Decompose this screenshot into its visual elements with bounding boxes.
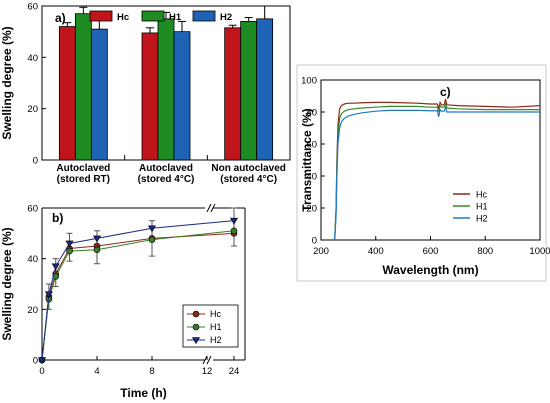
y-tick-label: 20 (27, 104, 38, 115)
bar (74, 13, 92, 161)
legend-label: Hc (476, 190, 487, 200)
x-category-label: (stored 4°C) (220, 174, 277, 185)
bar (256, 18, 274, 161)
y-tick-label: 60 (27, 2, 38, 13)
legend-label: H1 (169, 12, 182, 23)
legend-swatch (89, 10, 113, 22)
y-tick-label: 60 (27, 204, 38, 215)
legend-label: H2 (220, 12, 232, 23)
x-category-label: (stored 4°C) (138, 174, 195, 185)
bar (240, 20, 258, 161)
x-axis-title: Time (h) (120, 386, 166, 400)
bar (157, 18, 175, 161)
bar (141, 32, 159, 161)
legend-label: Hc (210, 309, 221, 319)
x-tick-label: 8 (149, 366, 154, 377)
legend-label: H1 (210, 322, 222, 332)
data-point (65, 240, 74, 248)
spectrum-line (334, 99, 541, 241)
y-axis-title: Swelling degree (%) (0, 227, 14, 340)
legend-label: H2 (476, 214, 488, 224)
x-tick-label: 4 (94, 366, 99, 377)
x-tick-label: 200 (313, 246, 329, 257)
spectrum-line (334, 101, 540, 241)
data-point (230, 227, 238, 235)
x-tick-label: 600 (423, 246, 439, 257)
x-tick-label: 400 (368, 246, 384, 257)
y-tick-label: 0 (312, 236, 317, 247)
legend-marker (192, 310, 200, 318)
legend-marker (192, 323, 200, 331)
legend-label: H2 (210, 335, 222, 345)
bar (90, 28, 108, 161)
spectrum-line (334, 105, 540, 241)
y-axis-title: Swelling degree (%) (0, 26, 14, 139)
x-tick-label: 800 (477, 246, 493, 257)
data-point (51, 263, 60, 271)
data-point (229, 217, 239, 225)
axis-break-mark (210, 203, 216, 213)
legend-swatch (192, 10, 216, 22)
data-point (147, 225, 157, 233)
x-category-label: Autoclaved (139, 163, 193, 174)
axis-break-mark (202, 355, 208, 365)
panel-label: a) (55, 11, 66, 25)
x-tick-label: 24 (229, 366, 240, 377)
panel-c-line-chart: 0 20 40 60 80 100 200 400 600 800 1000 Transmittanc… (296, 64, 550, 282)
bar (173, 31, 191, 161)
x-axis-title: Wavelength (nm) (382, 263, 478, 277)
y-tick-label: 20 (27, 305, 38, 316)
axis-break-mark (206, 355, 212, 365)
axis-break-mark (206, 203, 212, 213)
legend-label: H1 (476, 202, 488, 212)
legend-swatch (141, 10, 165, 22)
panel-frame (296, 64, 547, 282)
bar (224, 27, 242, 161)
data-point (37, 357, 47, 365)
data-point (93, 246, 101, 254)
y-axis-title: Transmittance (%) (300, 108, 314, 211)
x-tick-label: 1000 (529, 246, 550, 257)
legend-label: Hc (117, 12, 129, 23)
panel-b-line-chart: 0 20 40 60 0 4 8 12 24 Swelling degree (%) Time (h… (0, 203, 246, 400)
x-tick-label: 12 (202, 366, 213, 377)
data-point (148, 236, 156, 243)
x-category-label: Non autoclaved (211, 163, 285, 174)
data-point (92, 235, 102, 243)
y-tick-label: 80 (306, 108, 317, 119)
x-category-label: Autoclaved (56, 163, 110, 174)
y-tick-label: 60 (306, 140, 317, 151)
data-point (66, 247, 73, 255)
y-tick-label: 40 (27, 254, 38, 265)
data-point (44, 291, 53, 299)
y-tick-label: 0 (33, 156, 38, 167)
x-tick-label: 0 (39, 366, 44, 377)
legend-marker (191, 337, 201, 345)
y-tick-label: 0 (33, 356, 38, 367)
y-tick-label: 20 (306, 204, 317, 215)
panel-label: b) (52, 211, 63, 225)
y-tick-label: 40 (27, 53, 38, 64)
panel-label: c) (440, 85, 451, 99)
x-category-label: (stored RT) (57, 174, 110, 185)
y-tick-label: 40 (306, 172, 317, 183)
y-tick-label: 100 (301, 76, 317, 87)
bar (58, 26, 76, 161)
